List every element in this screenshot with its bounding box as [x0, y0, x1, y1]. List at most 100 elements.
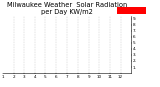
Point: [117, 66, 120, 68]
Point: [56, 26, 58, 28]
Point: [32, 47, 34, 48]
Point: [113, 62, 115, 63]
Point: [7, 69, 10, 71]
Point: [49, 36, 52, 37]
Point: [58, 20, 61, 22]
Point: [48, 20, 51, 22]
Point: [6, 68, 9, 70]
Point: [95, 45, 98, 46]
Point: [109, 54, 112, 56]
Point: [101, 52, 104, 53]
Point: [22, 55, 25, 57]
Point: [55, 23, 58, 24]
Point: [80, 25, 83, 27]
Point: [67, 19, 69, 21]
Point: [105, 55, 107, 57]
Point: [59, 28, 61, 29]
Point: [77, 26, 80, 28]
Point: [22, 47, 24, 48]
Point: [39, 36, 41, 37]
Point: [95, 41, 97, 42]
Point: [25, 53, 28, 54]
Point: [47, 22, 49, 23]
Title: Milwaukee Weather  Solar Radiation
per Day KW/m2: Milwaukee Weather Solar Radiation per Da…: [7, 2, 127, 15]
Point: [24, 58, 27, 59]
Point: [123, 68, 125, 70]
Point: [9, 65, 12, 66]
Point: [86, 28, 88, 29]
Point: [70, 19, 73, 21]
Point: [23, 59, 25, 60]
Point: [127, 69, 129, 71]
Point: [8, 64, 11, 65]
Point: [37, 47, 39, 48]
Point: [27, 60, 29, 62]
Point: [57, 22, 59, 23]
Point: [111, 57, 114, 58]
Point: [76, 20, 79, 22]
Point: [79, 24, 82, 25]
Point: [53, 32, 56, 34]
Point: [124, 67, 127, 68]
Point: [9, 59, 11, 60]
Point: [125, 68, 127, 69]
Point: [120, 69, 123, 70]
Point: [57, 25, 60, 27]
Point: [116, 65, 118, 67]
Point: [103, 53, 105, 54]
Point: [11, 66, 14, 68]
Point: [3, 71, 6, 72]
Point: [126, 68, 129, 70]
Point: [17, 57, 20, 59]
Point: [98, 41, 100, 42]
Point: [13, 53, 16, 54]
Point: [64, 23, 67, 24]
Point: [88, 34, 91, 35]
Point: [104, 52, 107, 53]
Point: [67, 19, 70, 21]
Point: [77, 24, 79, 25]
Point: [67, 22, 70, 23]
Point: [106, 51, 109, 52]
Point: [76, 23, 78, 24]
Point: [81, 28, 84, 29]
Point: [29, 55, 32, 57]
Point: [46, 39, 49, 40]
Point: [64, 19, 67, 21]
Point: [113, 59, 116, 60]
Point: [24, 53, 27, 54]
Point: [89, 35, 92, 36]
Point: [43, 41, 46, 42]
Point: [96, 40, 99, 41]
Point: [123, 71, 125, 72]
Point: [82, 36, 85, 37]
Point: [116, 69, 119, 70]
Point: [78, 22, 80, 23]
Point: [42, 42, 45, 44]
Point: [62, 20, 65, 22]
Point: [59, 21, 62, 22]
Point: [56, 20, 59, 22]
Point: [38, 46, 40, 47]
Point: [114, 60, 117, 62]
Point: [42, 39, 45, 41]
Point: [3, 66, 6, 68]
Point: [114, 63, 116, 64]
Point: [128, 69, 131, 71]
Point: [128, 68, 131, 70]
Point: [112, 60, 114, 62]
Point: [20, 58, 22, 59]
Point: [85, 26, 88, 28]
Point: [32, 51, 35, 52]
Point: [96, 46, 99, 47]
Point: [88, 36, 90, 37]
Point: [52, 20, 55, 22]
Point: [11, 55, 13, 57]
Point: [71, 20, 73, 22]
Point: [124, 69, 126, 71]
Point: [43, 30, 45, 31]
Point: [46, 28, 48, 29]
Point: [121, 68, 124, 69]
Point: [13, 62, 15, 63]
Point: [116, 66, 119, 68]
